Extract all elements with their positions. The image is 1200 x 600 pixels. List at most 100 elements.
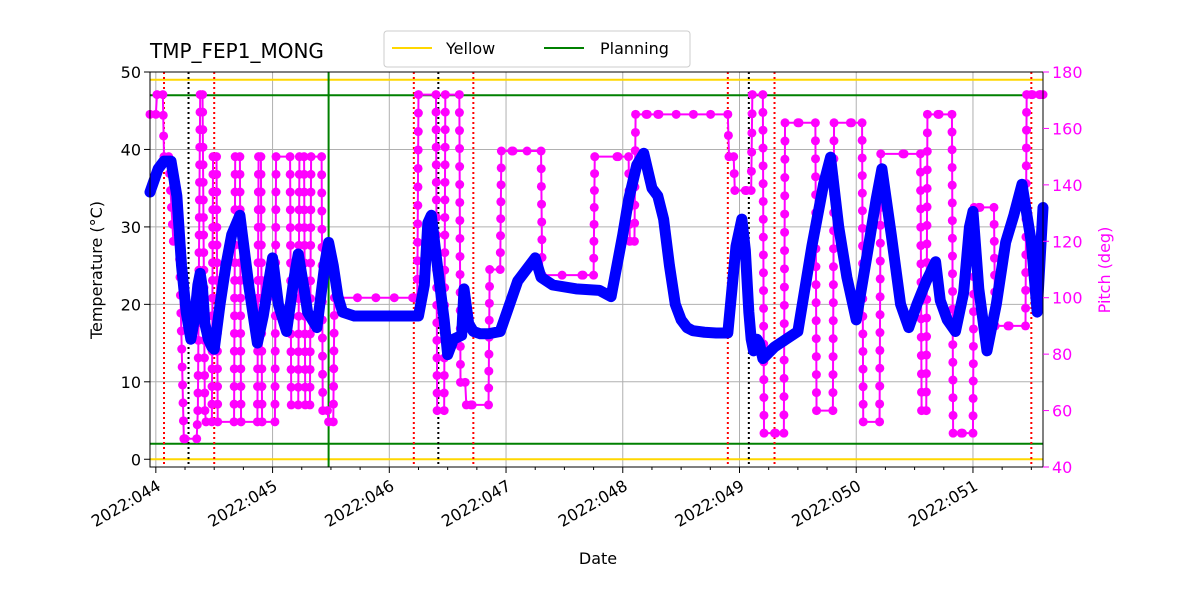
pitch-point	[455, 359, 465, 369]
pitch-point	[989, 236, 999, 246]
pitch-point	[193, 370, 203, 380]
pitch-point	[759, 321, 769, 331]
pitch-point	[306, 258, 316, 268]
y2-tick-label: 40	[1052, 458, 1072, 477]
pitch-point	[899, 149, 909, 159]
pitch-point	[151, 109, 161, 119]
pitch-point	[922, 109, 932, 119]
pitch-point	[537, 217, 547, 227]
pitch-point	[947, 162, 957, 172]
pitch-point	[212, 258, 222, 268]
pitch-point	[199, 230, 209, 240]
pitch-point	[496, 180, 506, 190]
pitch-point	[779, 300, 789, 310]
pitch-point	[758, 107, 768, 117]
pitch-point	[654, 109, 664, 119]
pitch-point	[192, 434, 202, 444]
pitch-point	[758, 214, 768, 224]
pitch-point	[1021, 143, 1031, 153]
pitch-point	[432, 353, 442, 363]
pitch-point	[508, 146, 518, 156]
pitch-point	[256, 205, 266, 215]
pitch-point	[847, 118, 857, 128]
pitch-point	[440, 248, 450, 258]
pitch-point	[758, 90, 768, 100]
pitch-point	[270, 346, 280, 356]
pitch-point	[322, 406, 332, 416]
pitch-point	[299, 169, 309, 179]
pitch-point	[746, 186, 756, 195]
pitch-point	[299, 152, 309, 162]
pitch-point	[285, 169, 295, 179]
pitch-point	[455, 251, 465, 261]
pitch-point	[758, 179, 768, 189]
legend: Yellow Planning	[383, 30, 691, 68]
y2-tick-label: 160	[1052, 119, 1083, 138]
pitch-point	[467, 400, 477, 410]
pitch-point	[922, 146, 932, 156]
pitch-point	[811, 280, 821, 290]
x-tick-label: 2022:045	[205, 476, 281, 531]
pitch-point	[293, 347, 303, 357]
pitch-point	[495, 265, 505, 274]
pitch-point	[285, 205, 295, 215]
pitch-point	[969, 307, 979, 317]
pitch-point	[780, 191, 790, 201]
pitch-point	[810, 136, 820, 146]
pitch-point	[948, 269, 958, 279]
temperature-line	[144, 147, 1049, 365]
pitch-point	[624, 152, 634, 162]
pitch-point	[440, 177, 450, 187]
pitch-point	[989, 202, 999, 212]
pitch-point	[629, 236, 639, 246]
pitch-point	[723, 109, 733, 119]
series-temperature	[144, 147, 1049, 365]
pitch-point	[329, 328, 339, 338]
pitch-point	[271, 169, 281, 179]
pitch-point	[455, 197, 465, 207]
pitch-point	[829, 244, 839, 254]
pitch-point	[200, 388, 210, 398]
pitch-point	[485, 265, 495, 274]
y2-tick-label: 180	[1052, 63, 1083, 82]
pitch-point	[779, 355, 789, 365]
pitch-point	[213, 399, 223, 409]
pitch-point	[496, 163, 506, 173]
pitch-point	[256, 152, 266, 162]
y-tick-label: 50	[121, 63, 141, 82]
pitch-point	[922, 165, 932, 175]
pitch-point	[193, 406, 203, 416]
pitch-point	[730, 186, 740, 195]
pitch-point	[484, 366, 494, 376]
pitch-point	[1027, 90, 1037, 100]
pitch-point	[811, 316, 821, 326]
pitch-point	[484, 400, 494, 410]
pitch-point	[257, 399, 267, 409]
pitch-point	[329, 381, 339, 391]
pitch-point	[875, 345, 885, 355]
y-tick-label: 40	[121, 140, 141, 159]
pitch-point	[198, 195, 208, 205]
pitch-point	[270, 364, 280, 374]
pitch-point	[306, 223, 316, 233]
pitch-point	[747, 147, 757, 157]
y-tick-label: 20	[121, 295, 141, 314]
pitch-point	[455, 144, 465, 154]
pitch-point	[212, 205, 222, 215]
pitch-point	[431, 142, 441, 152]
pitch-point	[484, 298, 494, 308]
pitch-point	[285, 240, 295, 250]
pitch-point	[440, 107, 450, 117]
pitch-point	[198, 125, 208, 135]
pitch-point	[989, 219, 999, 229]
pitch-point	[496, 146, 506, 156]
pitch-point	[293, 400, 303, 410]
pitch-point	[198, 142, 208, 152]
pitch-point	[293, 364, 303, 374]
pitch-point	[779, 410, 789, 420]
pitch-point	[829, 118, 839, 128]
pitch-point	[968, 376, 978, 386]
pitch-point	[256, 169, 266, 179]
grid-lines	[150, 71, 1043, 467]
pitch-point	[431, 177, 441, 187]
